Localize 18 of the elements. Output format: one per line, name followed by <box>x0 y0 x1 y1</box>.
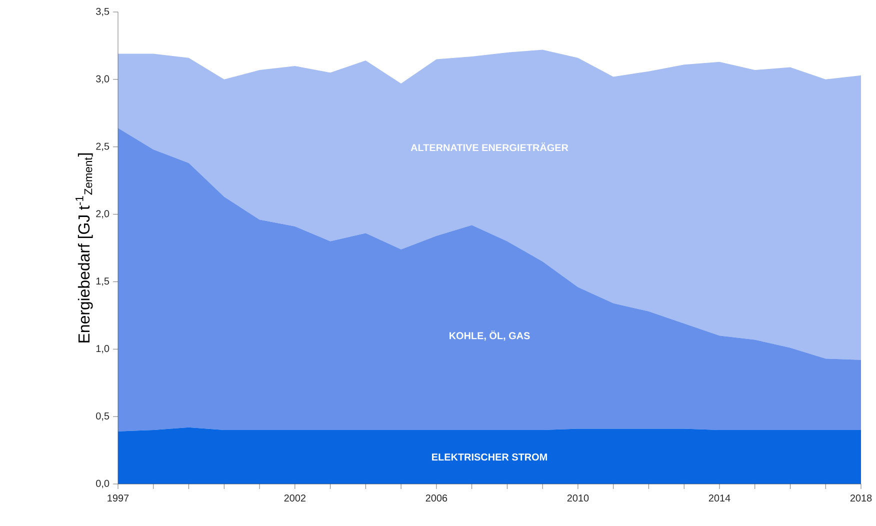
series-label: ELEKTRISCHER STROM <box>432 454 547 461</box>
x-tick-label: 1997 <box>108 494 129 502</box>
x-tick-label: 2010 <box>567 494 589 502</box>
y-tick-label: 2,5 <box>96 142 110 151</box>
y-tick-label: 0,5 <box>96 412 110 421</box>
x-tick-label: 2006 <box>426 494 448 502</box>
y-axis-title: Energiebedarf [GJ t$^{-1}$$_{Zement}$] <box>76 153 93 342</box>
y-tick-label: 3,0 <box>96 75 110 84</box>
y-tick-label: 3,5 <box>96 8 110 16</box>
series-label: ALTERNATIVE ENERGIETRÄGER <box>410 142 568 152</box>
series-label: KOHLE, ÖL, GAS <box>449 330 530 341</box>
y-tick-label: 1,0 <box>96 345 110 354</box>
x-tick-label: 2014 <box>708 494 730 502</box>
x-tick-label: 2018 <box>850 494 872 502</box>
x-tick-label: 2002 <box>284 494 306 502</box>
y-tick-label: 1,5 <box>96 278 110 286</box>
y-tick-label: 0,0 <box>96 480 110 488</box>
y-tick-label: 2,0 <box>96 210 110 218</box>
